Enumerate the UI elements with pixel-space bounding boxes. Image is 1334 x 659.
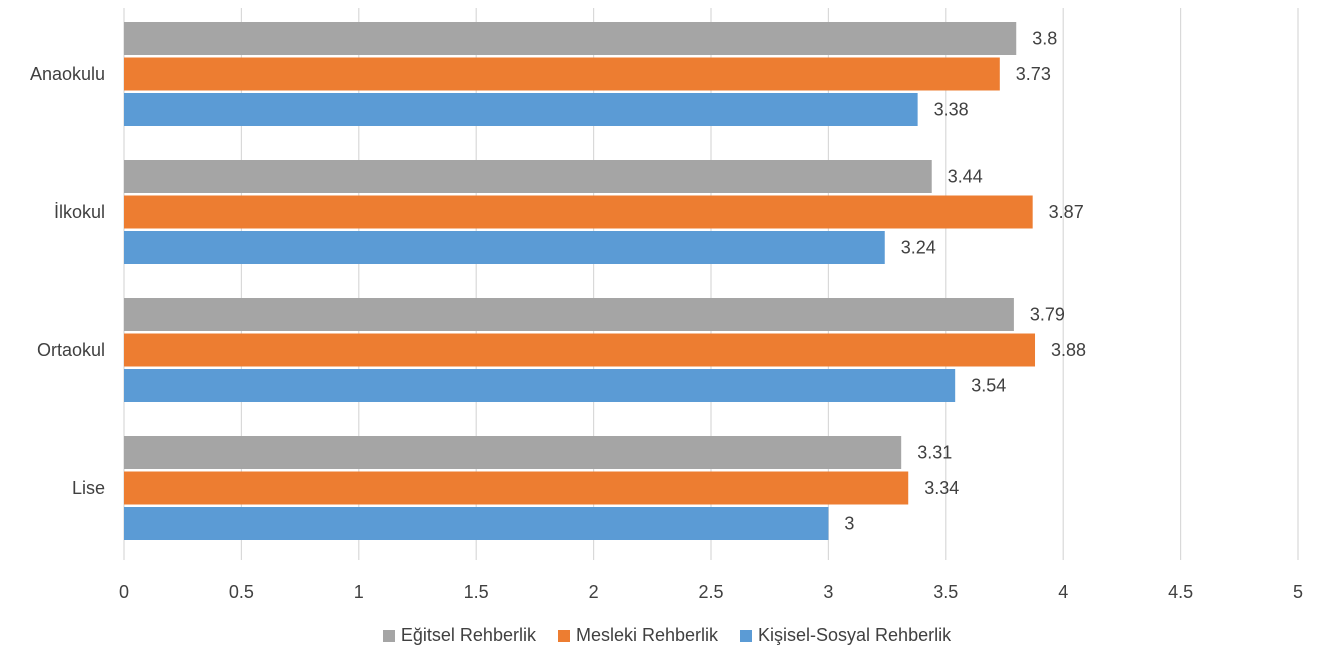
category-label: Ortaokul [37,340,105,360]
bar [124,160,932,193]
x-tick-label: 3.5 [933,582,958,602]
x-tick-label: 3 [823,582,833,602]
data-label: 3.54 [971,376,1006,396]
bar [124,298,1014,331]
x-tick-label: 4 [1058,582,1068,602]
legend: Eğitsel Rehberlik Mesleki Rehberlik Kişise… [0,625,1334,646]
category-labels: Anaokulu İlkokul Ortaokul Lise [30,64,105,498]
bar [124,369,956,402]
data-labels: 3.8 3.73 3.38 3.44 3.87 3.24 3.79 3.88 3.54 3.31 3… [844,29,1086,534]
data-label: 3.34 [924,478,959,498]
data-label: 3.87 [1049,202,1084,222]
bar [124,471,909,505]
category-label: Anaokulu [30,64,105,84]
data-label: 3.79 [1030,305,1065,325]
legend-item: Eğitsel Rehberlik [382,625,536,646]
bar [124,436,902,469]
x-tick-labels: 0 0.5 1 1.5 2 2.5 3 3.5 4 4.5 5 [119,582,1303,602]
legend-swatch [557,629,570,642]
bar [124,231,885,264]
bar [124,93,918,126]
x-tick-label: 1.5 [464,582,489,602]
x-tick-label: 0 [119,582,129,602]
data-label: 3.44 [948,167,983,187]
category-label: İlkokul [54,202,105,222]
legend-swatch [382,629,395,642]
legend-label: Kişisel-Sosyal Rehberlik [758,625,952,645]
bar [124,57,1000,91]
legend-label: Mesleki Rehberlik [575,625,719,645]
x-tick-label: 5 [1293,582,1303,602]
bar-chart: 3.83.733.383.443.873.243.793.883.543.313… [30,8,1303,602]
data-label: 3.8 [1032,29,1057,49]
data-label: 3.73 [1016,64,1051,84]
bars [124,22,1036,540]
x-tick-label: 0.5 [229,582,254,602]
legend-label: Eğitsel Rehberlik [400,625,536,645]
data-label: 3.31 [917,443,952,463]
bar [124,507,829,540]
data-label: 3.88 [1051,340,1086,360]
category-label: Lise [72,478,105,498]
legend-swatch [740,629,753,642]
bar [124,195,1033,229]
x-tick-label: 4.5 [1168,582,1193,602]
data-label: 3 [844,514,854,534]
data-label: 3.24 [901,238,936,258]
legend-item: Kişisel-Sosyal Rehberlik [740,625,951,646]
bar [124,333,1036,367]
legend-item: Mesleki Rehberlik [557,625,719,646]
bar [124,22,1017,55]
x-tick-label: 2.5 [698,582,723,602]
data-label: 3.38 [934,100,969,120]
x-tick-label: 2 [589,582,599,602]
x-tick-label: 1 [354,582,364,602]
